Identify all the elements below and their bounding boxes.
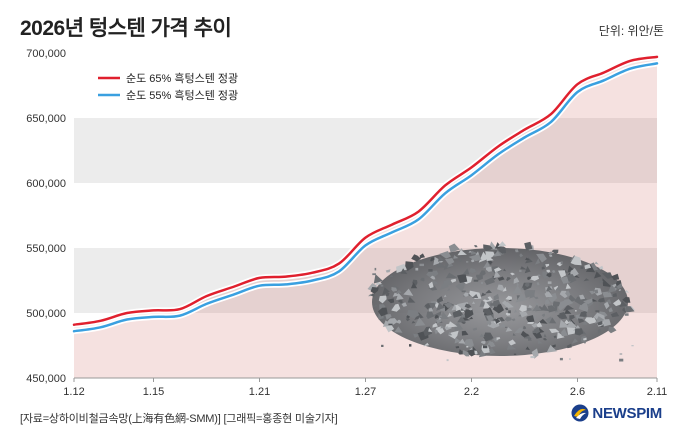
series-line-2 xyxy=(72,62,659,333)
y-tick-label: 500,000 xyxy=(26,308,66,320)
legend-label-1: 순도 65% 흑텅스텐 정광 xyxy=(126,71,238,85)
x-tick-label: 1.12 xyxy=(63,386,84,398)
source-note: [자료=상하이비철금속망(上海有色網-SMM)] [그래픽=홍종현 미술기자] xyxy=(20,413,338,425)
y-tick-label: 550,000 xyxy=(26,243,66,255)
x-tick-label: 2.11 xyxy=(647,386,668,398)
unit-label: 단위: 위안/톤 xyxy=(598,24,664,38)
y-tick-label: 700,000 xyxy=(26,48,66,60)
x-tick-label: 2.6 xyxy=(570,386,585,398)
newspim-logo: NEWSPIM xyxy=(571,404,662,422)
tungsten-ore-image xyxy=(367,241,635,362)
x-tick-label: 1.15 xyxy=(143,386,164,398)
y-tick-label: 600,000 xyxy=(26,178,66,190)
chart-title: 2026년 텅스텐 가격 추이 xyxy=(20,17,232,40)
x-tick-label: 1.27 xyxy=(355,386,376,398)
y-tick-label: 450,000 xyxy=(26,373,66,385)
newspim-logo-icon xyxy=(571,404,589,422)
series-line-1 xyxy=(72,55,659,326)
logo-text: NEWSPIM xyxy=(592,404,662,422)
grid-band xyxy=(74,118,657,183)
x-tick-label: 2.2 xyxy=(464,386,479,398)
x-tick-label: 1.21 xyxy=(249,386,270,398)
y-tick-label: 650,000 xyxy=(26,113,66,125)
legend-label-2: 순도 55% 흑텅스텐 정광 xyxy=(126,88,238,102)
